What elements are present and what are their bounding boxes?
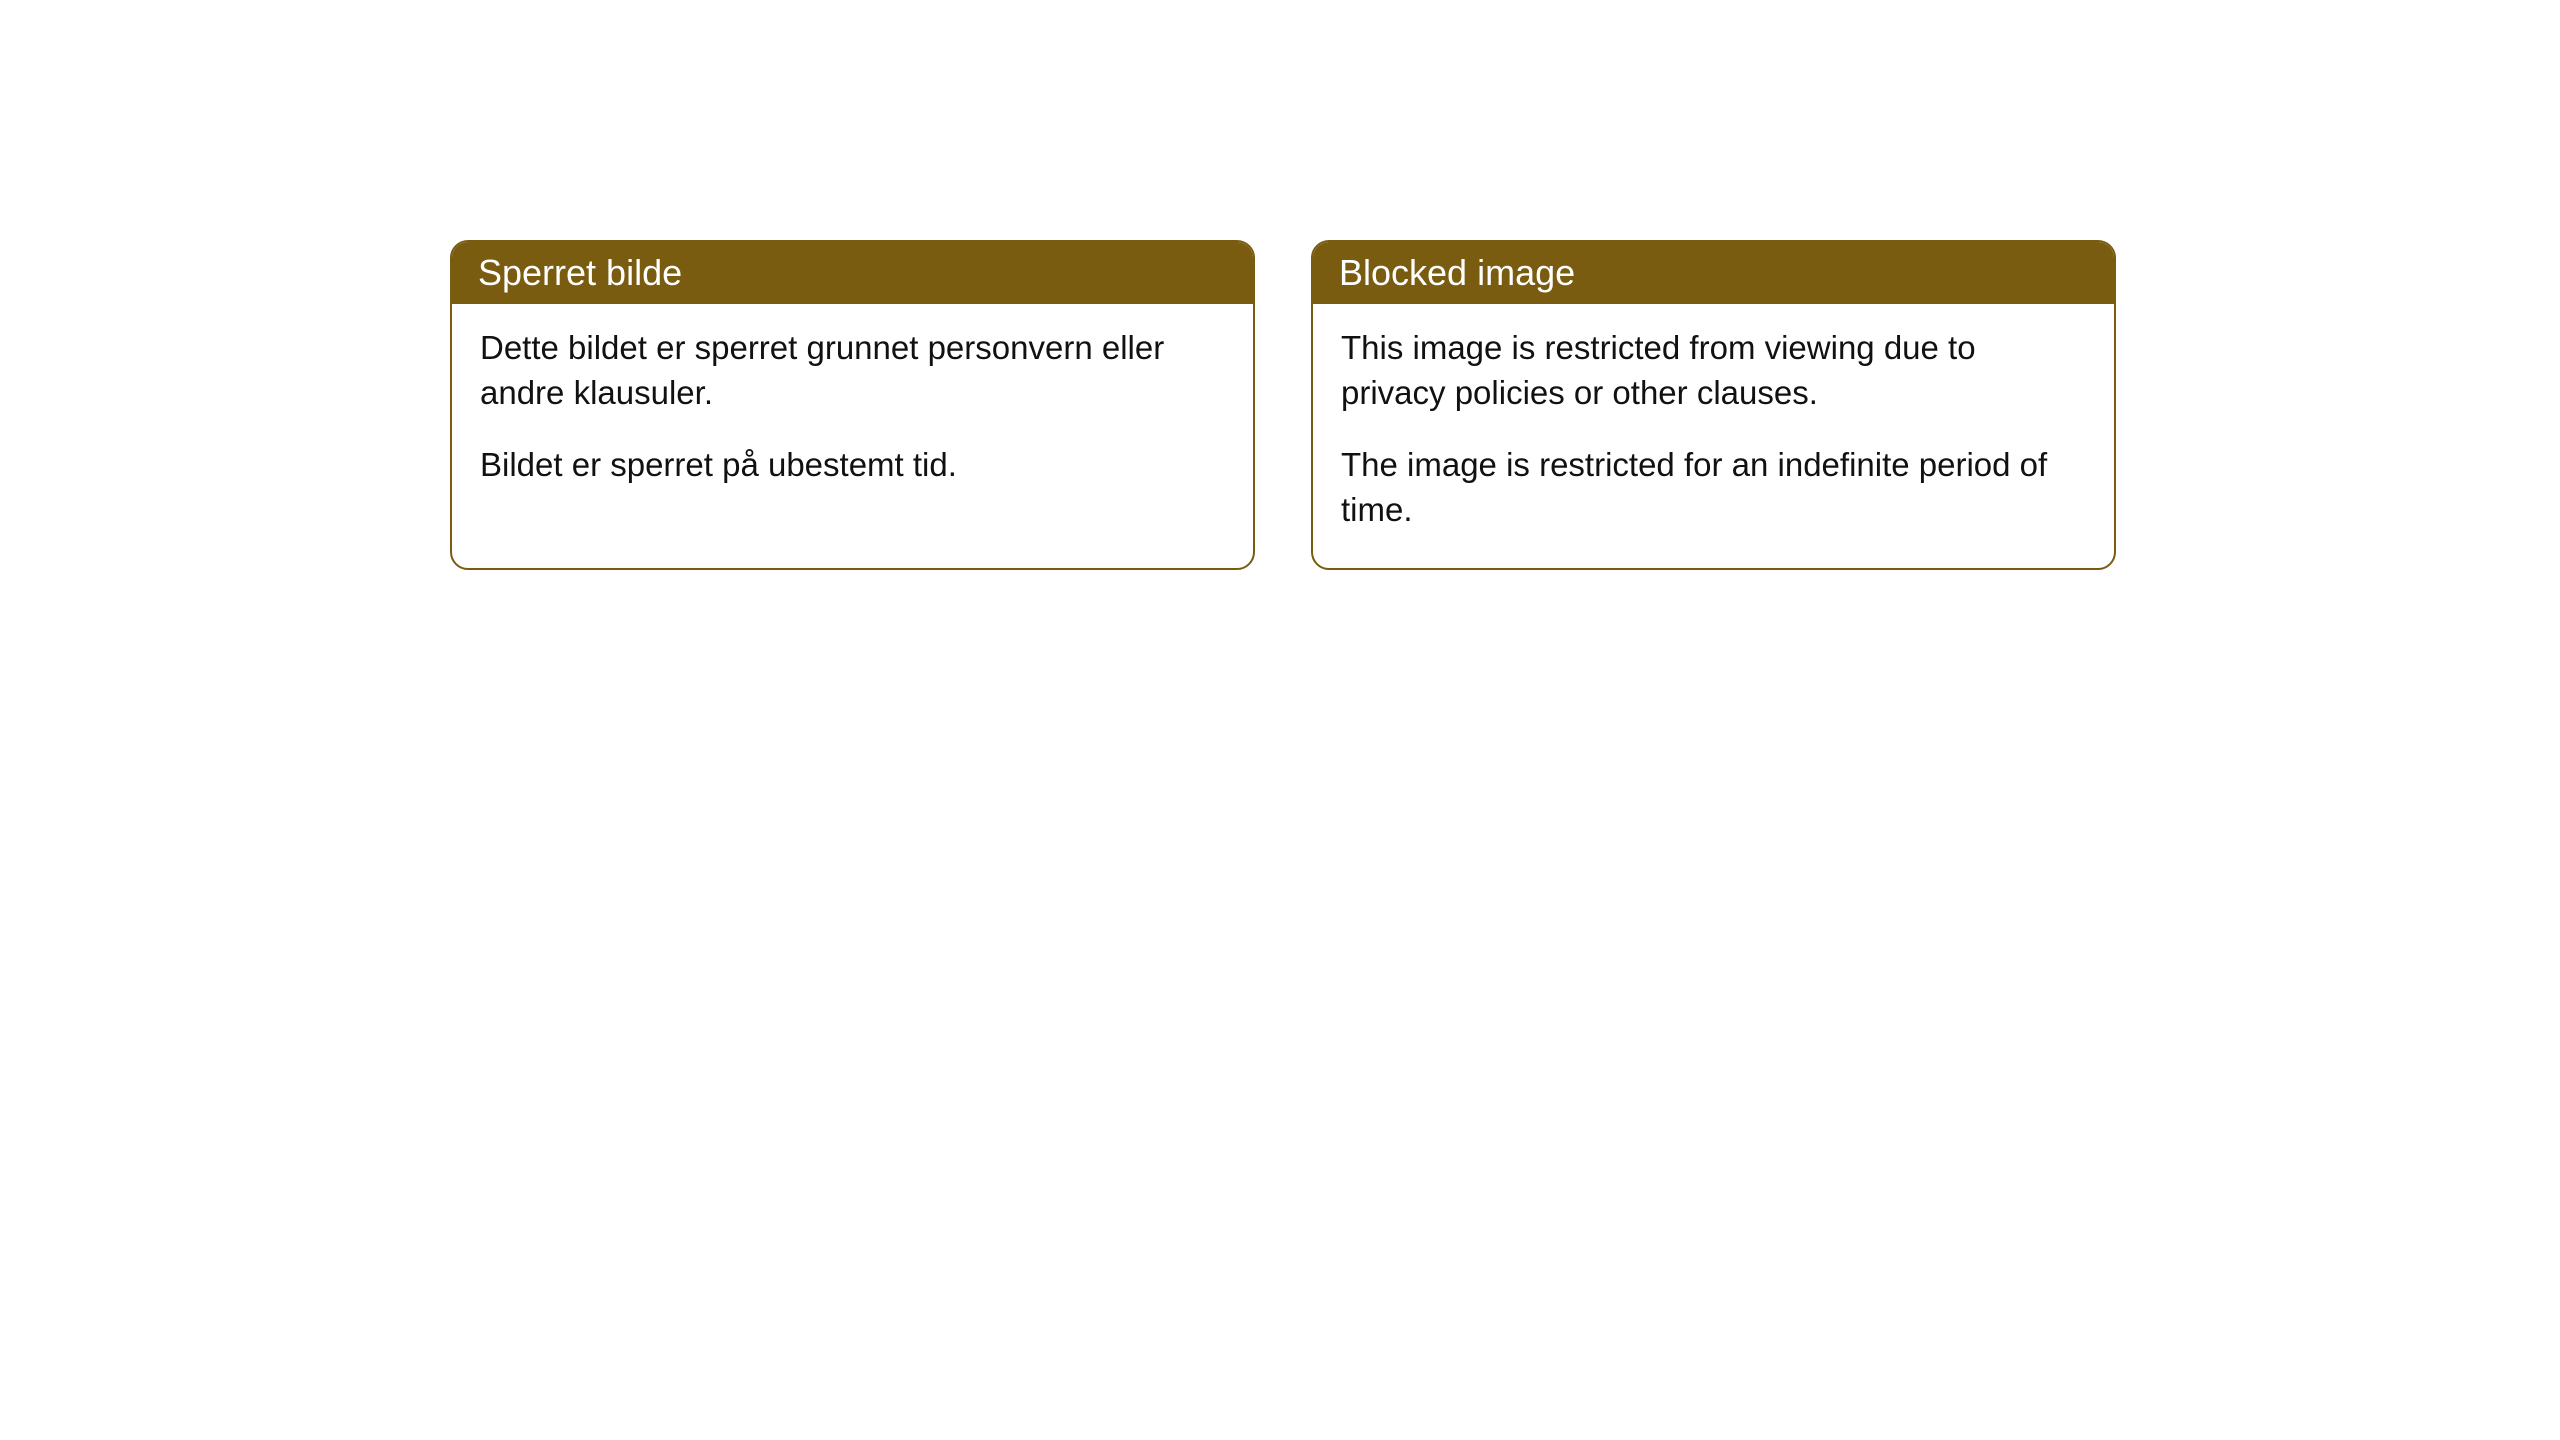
notice-card-english: Blocked image This image is restricted f… [1311,240,2116,570]
card-paragraph: Dette bildet er sperret grunnet personve… [480,326,1225,415]
card-body: This image is restricted from viewing du… [1313,304,2114,568]
card-header: Blocked image [1313,242,2114,304]
notice-cards-container: Sperret bilde Dette bildet er sperret gr… [450,240,2116,570]
card-title: Blocked image [1339,252,1575,293]
card-header: Sperret bilde [452,242,1253,304]
card-paragraph: This image is restricted from viewing du… [1341,326,2086,415]
card-title: Sperret bilde [478,252,682,293]
card-paragraph: The image is restricted for an indefinit… [1341,443,2086,532]
card-body: Dette bildet er sperret grunnet personve… [452,304,1253,524]
notice-card-norwegian: Sperret bilde Dette bildet er sperret gr… [450,240,1255,570]
card-paragraph: Bildet er sperret på ubestemt tid. [480,443,1225,488]
